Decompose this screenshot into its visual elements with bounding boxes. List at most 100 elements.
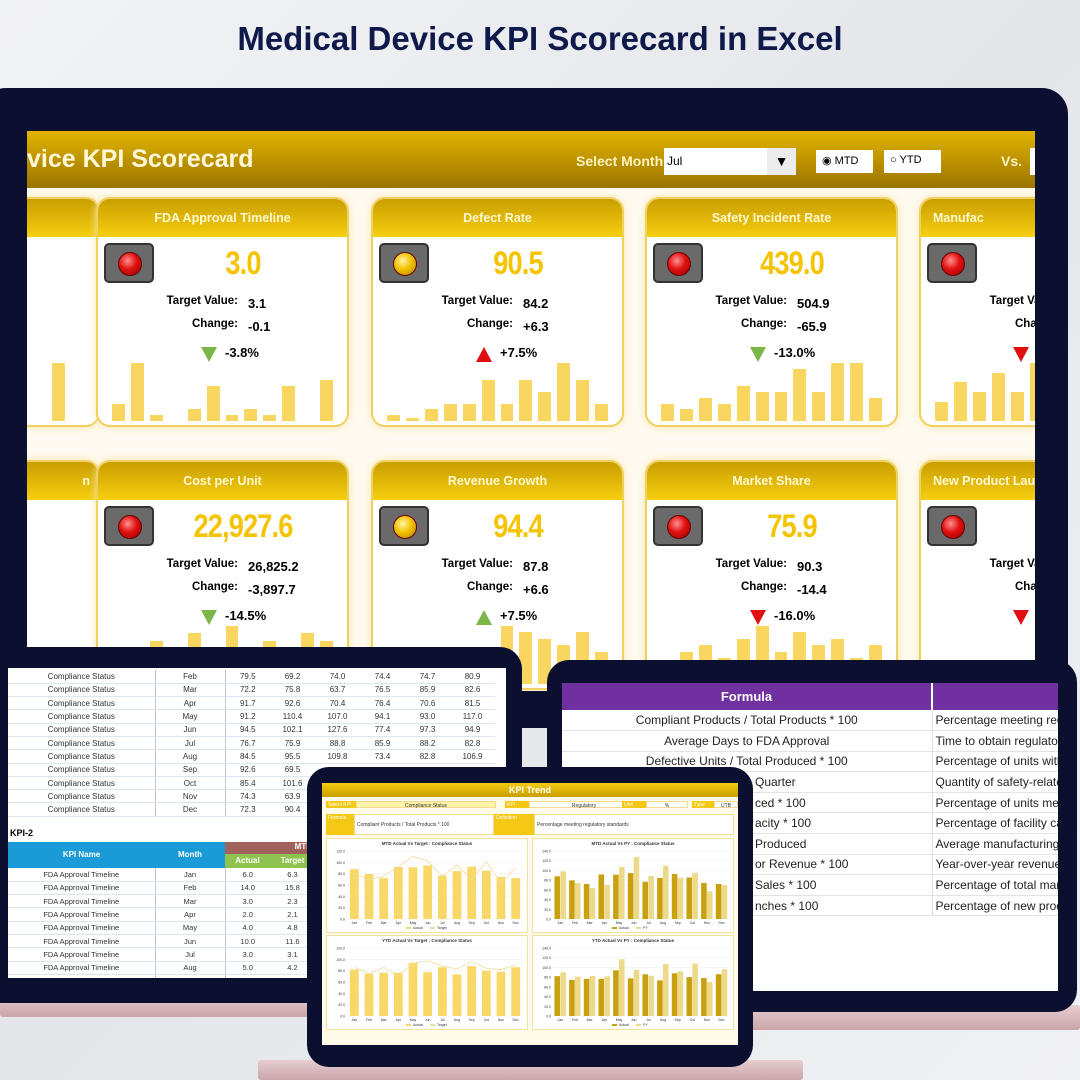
kpi2-label: KPI-2: [10, 828, 34, 838]
month-cell: Feb: [155, 670, 226, 684]
formula-cell: Average Days to FDA Approval: [562, 730, 932, 752]
bar: [613, 874, 619, 919]
type-field[interactable]: UTB: [714, 801, 738, 809]
unit-field[interactable]: %: [646, 801, 688, 809]
kpi-card[interactable]: New Product Launc Target Value: Change:: [919, 460, 1035, 690]
change-percent: -3.8%: [225, 345, 259, 360]
sparkline-bar: [935, 401, 948, 421]
x-tick-label: May: [616, 1018, 623, 1022]
bar: [349, 969, 359, 1016]
month-cell: Aug: [155, 961, 226, 975]
value-cell: 3.0: [225, 974, 270, 978]
bar: [677, 877, 684, 919]
sparkline-bar: [387, 415, 400, 421]
x-tick-label: May: [410, 921, 417, 925]
value-cell: 77.4: [360, 723, 405, 737]
mtd-radio[interactable]: ◉ MTD: [816, 150, 873, 173]
target-label: Target Value:: [166, 558, 238, 570]
sparkline-bar: [831, 363, 845, 421]
bar: [496, 971, 506, 1016]
target-label: Target Value:: [441, 295, 513, 307]
kpi-card[interactable]: Defect Rate 90.5 Target Value: Change: 84.2 +…: [371, 197, 624, 427]
sparkline-bar: [500, 403, 514, 421]
arrow-down-icon: [201, 610, 217, 625]
page-title: Medical Device KPI Scorecard in Excel: [237, 20, 843, 57]
table-row: FDA Approval Timeline Mar 3.0 2.3: [8, 894, 315, 909]
x-tick-label: Mar: [381, 921, 388, 925]
kpi-card[interactable]: Manufac Target Value: Change:: [919, 197, 1035, 427]
chart-plot: 0.0 20.0 40.0 60.0 80.0 100.0 120.0 140.0 Jan Feb…: [542, 947, 729, 1027]
sparkline-bar: [405, 418, 419, 421]
bar: [554, 876, 561, 919]
kpi-name-cell: FDA Approval Timeline: [8, 881, 156, 896]
formula-field[interactable]: Compliant Products / Total Products * 10…: [354, 814, 494, 835]
table-row: Compliance Status Apr 91.7 92.6 70.4 76.4 70.6…: [8, 696, 495, 711]
change-label: Change:: [1015, 581, 1035, 593]
legend-label: Target: [437, 926, 447, 930]
select-kpi-field[interactable]: Compliance Status: [356, 801, 496, 809]
table-row: FDA Approval Timeline May 4.0 4.8: [8, 921, 315, 935]
x-tick-label: Aug: [454, 1018, 460, 1022]
kpi-name-cell: Compliance Status: [8, 670, 156, 684]
sparkline-bar: [52, 363, 66, 421]
kpi-card[interactable]: [27, 197, 100, 427]
radio-empty-icon: ○: [890, 154, 900, 166]
ytd-radio[interactable]: ○ YTD: [884, 150, 941, 173]
table-row: FDA Approval Timeline Feb 14.0 15.8: [8, 881, 315, 896]
chevron-down-icon[interactable]: ▼: [767, 148, 796, 175]
bar: [692, 872, 698, 919]
x-tick-label: Dec: [513, 921, 519, 925]
kpi-card[interactable]: Safety Incident Rate 439.0 Target Value: Ch…: [645, 197, 898, 427]
y-tick-label: 20.0: [544, 908, 551, 912]
legend-label: Actual: [413, 1023, 423, 1027]
arrow-up-icon: [476, 610, 492, 625]
month-cell: Jun: [155, 934, 226, 949]
scorecard-dashboard: vice KPI Scorecard Select Month Jul ▼ ◉ …: [27, 131, 1035, 691]
kpi-card[interactable]: Market Share 75.9 Target Value: Change: 90.3…: [645, 460, 898, 690]
change-value: -0.1: [248, 319, 271, 334]
value-cell: 85.4: [225, 776, 270, 791]
y-tick-label: 120.0: [336, 947, 345, 951]
x-tick-label: Aug: [454, 921, 460, 925]
bar: [642, 881, 649, 919]
x-tick-label: Aug: [660, 921, 666, 925]
change-value: +6.6: [523, 582, 549, 597]
kpi-name-cell: Compliance Status: [8, 763, 156, 777]
value-cell: 82.6: [450, 683, 495, 698]
change-label: Change:: [1015, 318, 1035, 330]
sparkline-bar: [481, 380, 495, 421]
value-cell: 95.5: [270, 749, 315, 764]
sparkline-bar: [424, 409, 438, 421]
month-cell: May: [155, 921, 226, 935]
value-cell: 85.9: [405, 683, 450, 698]
month-cell: Apr: [155, 696, 226, 711]
target-value: 3.1: [248, 296, 267, 311]
bar: [364, 873, 374, 919]
type-label: Type: [692, 801, 714, 808]
bar: [583, 978, 590, 1016]
kpi-group-label: KPI Group: [505, 801, 529, 814]
value-cell: 82.8: [450, 736, 495, 751]
definition-cell: Time to obtain regulatory: [931, 730, 1058, 752]
sparkline-chart: [112, 363, 334, 421]
kpi-card-title: n: [27, 462, 98, 500]
y-tick-label: 0.0: [546, 918, 551, 922]
definition-cell: Percentage of units with: [931, 751, 1058, 773]
value-cell: 75.8: [270, 683, 315, 698]
target-label: Target Value:: [715, 295, 787, 307]
bar: [613, 970, 619, 1016]
vs-dropdown[interactable]: [1030, 148, 1035, 175]
value-cell: 10.0: [225, 934, 270, 949]
value-cell: 107.0: [315, 709, 360, 724]
legend-swatch: [406, 927, 411, 929]
kpi-card[interactable]: FDA Approval Timeline 3.0 Target Value: Cha…: [96, 197, 349, 427]
sparkline-bar: [774, 392, 788, 421]
value-cell: 15.8: [270, 881, 315, 896]
change-value: -3,897.7: [248, 582, 296, 597]
sparkline-bar: [736, 386, 750, 421]
bar: [511, 967, 521, 1016]
bar: [604, 884, 610, 919]
arrow-down-icon: [1013, 610, 1029, 625]
definition-field[interactable]: Percentage meeting regulatory standards: [534, 814, 734, 835]
kpi-value: 75.9: [767, 508, 817, 544]
